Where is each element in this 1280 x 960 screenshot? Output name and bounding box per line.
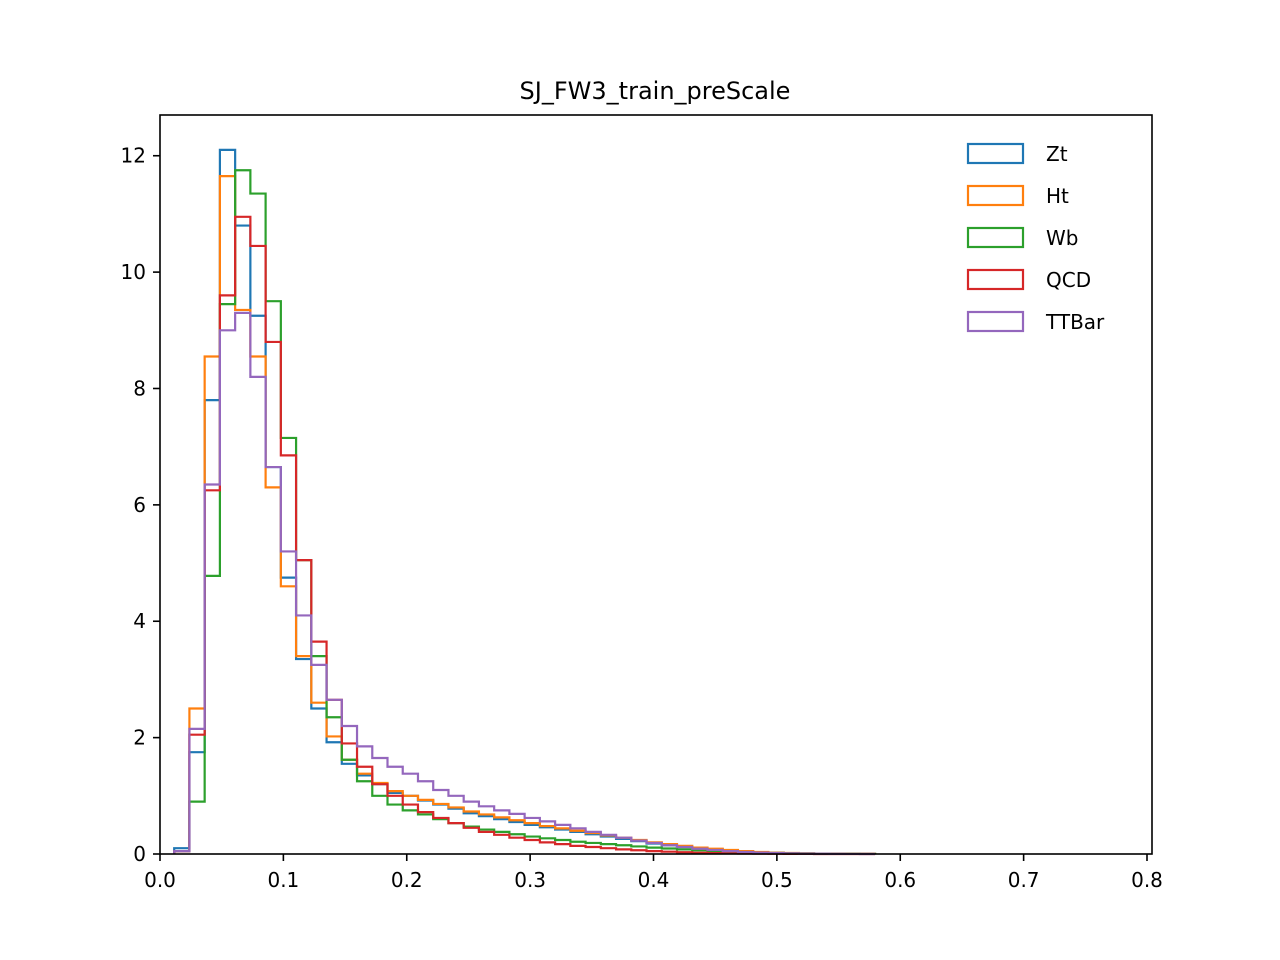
y-axis: 0 2 4 6 8 10 12: [121, 144, 160, 866]
x-axis: 0.0 0.1 0.2 0.3 0.4 0.5 0.6 0.7 0.8: [144, 854, 1163, 892]
legend-label-wb: Wb: [1046, 226, 1078, 250]
legend: Zt Ht Wb QCD TTBar: [966, 142, 1105, 334]
x-tick-label: 0.7: [1008, 868, 1040, 892]
legend-swatch-zt: [966, 142, 1025, 165]
y-tick-label: 12: [121, 144, 146, 168]
x-tick-label: 0.3: [514, 868, 546, 892]
chart-title: SJ_FW3_train_preScale: [520, 77, 791, 105]
plot-frame: [159, 114, 1153, 855]
y-tick-label: 0: [133, 842, 146, 866]
x-tick-label: 0.8: [1131, 868, 1163, 892]
legend-label-ttbar: TTBar: [1045, 310, 1105, 334]
y-tick-label: 4: [133, 609, 146, 633]
legend-swatch-qcd: [966, 268, 1025, 291]
legend-label-zt: Zt: [1046, 142, 1068, 166]
legend-label-qcd: QCD: [1046, 268, 1091, 292]
y-tick-label: 8: [133, 376, 146, 400]
legend-label-ht: Ht: [1046, 184, 1069, 208]
legend-swatch-ht: [966, 184, 1025, 207]
y-tick-label: 6: [133, 493, 146, 517]
x-tick-label: 0.1: [267, 868, 299, 892]
x-tick-label: 0.5: [761, 868, 793, 892]
x-tick-label: 0.6: [884, 868, 916, 892]
legend-swatch-wb: [966, 226, 1025, 249]
y-tick-label: 2: [133, 726, 146, 750]
x-tick-label: 0.2: [391, 868, 423, 892]
y-tick-label: 10: [121, 260, 146, 284]
legend-swatch-ttbar: [966, 310, 1025, 333]
series-ttbar-step: [173, 311, 876, 856]
x-tick-label: 0.4: [638, 868, 670, 892]
x-tick-label: 0.0: [144, 868, 176, 892]
